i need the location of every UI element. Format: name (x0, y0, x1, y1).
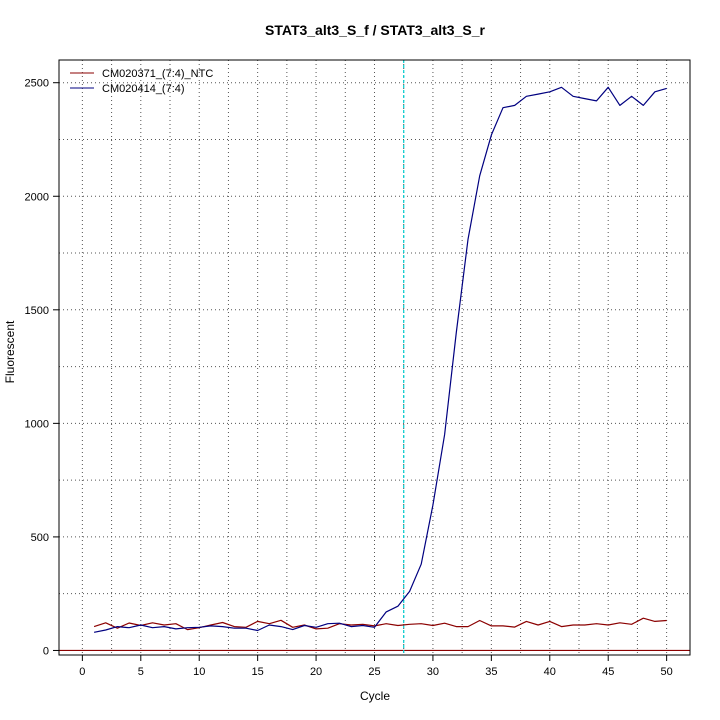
y-tick-label: 2000 (25, 191, 49, 203)
chart-title: STAT3_alt3_S_f / STAT3_alt3_S_r (265, 22, 485, 38)
x-tick-label: 35 (485, 666, 497, 678)
legend-label-ntc: CM020371_(7:4)_NTC (102, 68, 213, 80)
x-tick-label: 0 (79, 666, 85, 678)
x-tick-label: 30 (427, 666, 439, 678)
x-tick-label: 15 (252, 666, 264, 678)
legend: CM020371_(7:4)_NTC CM020414_(7:4) (70, 68, 213, 95)
y-tick-label: 0 (43, 645, 49, 657)
x-axis-label: Cycle (360, 689, 390, 703)
series-line-1 (93, 86, 667, 633)
x-tick-label: 10 (193, 666, 205, 678)
x-tick-label: 50 (661, 666, 673, 678)
y-tick-label: 500 (31, 532, 49, 544)
y-axis-label: Fluorescent (3, 320, 17, 383)
y-tick-label: 1000 (25, 418, 49, 430)
x-tick-label: 45 (602, 666, 614, 678)
x-tick-label: 20 (310, 666, 322, 678)
y-tick-label: 1500 (25, 305, 49, 317)
legend-label-sample: CM020414_(7:4) (102, 83, 185, 95)
series-layer (93, 86, 667, 633)
x-tick-label: 25 (368, 666, 380, 678)
threshold-layer (59, 60, 690, 655)
y-tick-label: 2500 (25, 78, 49, 90)
x-tick-label: 5 (138, 666, 144, 678)
series-line-0 (93, 617, 667, 631)
x-tick-label: 40 (544, 666, 556, 678)
